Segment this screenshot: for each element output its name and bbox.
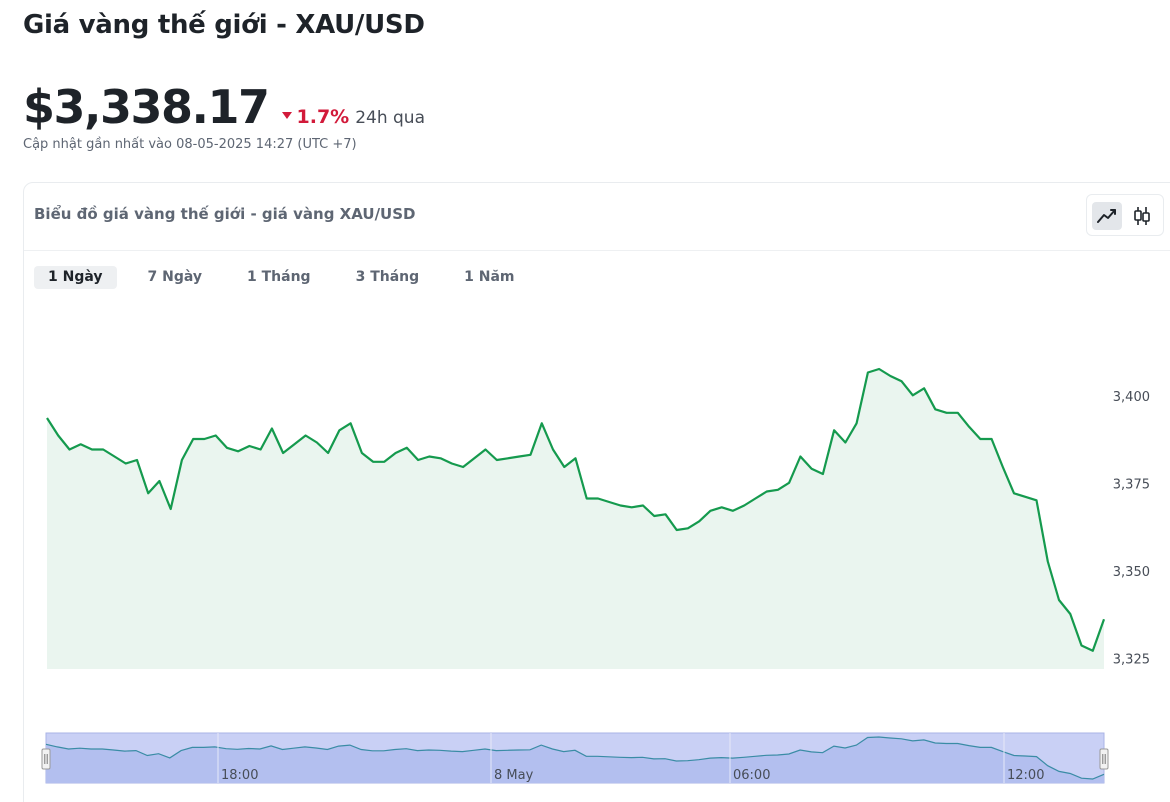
chart-type-toggle	[1086, 194, 1164, 236]
chart-title: Biểu đồ giá vàng thế giới - giá vàng XAU…	[34, 205, 416, 223]
price-change-period: 24h qua	[355, 108, 425, 128]
tab-3-months[interactable]: 3 Tháng	[355, 269, 420, 285]
y-tick-label: 3,400	[1113, 390, 1150, 405]
y-tick-label: 3,375	[1113, 478, 1150, 493]
tab-1-day[interactable]: 1 Ngày	[34, 266, 117, 289]
down-arrow-icon	[281, 112, 292, 119]
price-area	[47, 369, 1104, 669]
x-tick-label: 06:00	[733, 768, 770, 783]
candlestick-icon	[1134, 207, 1150, 225]
x-tick-label: 18:00	[221, 768, 258, 783]
tab-1-year[interactable]: 1 Năm	[464, 269, 515, 285]
main-chart-area	[46, 367, 1106, 669]
chart-card: Biểu đồ giá vàng thế giới - giá vàng XAU…	[23, 182, 1170, 802]
current-price: $3,338.17	[23, 80, 270, 134]
navigator-right-handle[interactable]	[1099, 748, 1109, 770]
line-chart-button[interactable]	[1092, 202, 1122, 230]
tab-7-days[interactable]: 7 Ngày	[147, 269, 203, 285]
tab-1-month[interactable]: 1 Tháng	[247, 269, 311, 285]
y-tick-label: 3,350	[1113, 565, 1150, 580]
navigator-line	[45, 736, 1105, 780]
y-axis: 3,325 3,350 3,375 3,400	[1113, 390, 1150, 668]
navigator-area	[46, 737, 1104, 783]
price-change-percent: 1.7%	[296, 106, 350, 128]
navigator-left-handle[interactable]	[41, 748, 51, 770]
card-divider	[24, 250, 1170, 251]
price-row: $3,338.17 1.7% 24h qua	[23, 80, 425, 134]
price-line	[46, 367, 1106, 652]
line-chart-icon	[1097, 209, 1116, 223]
last-updated: Cập nhật gần nhất vào 08-05-2025 14:27 (…	[23, 137, 357, 152]
candlestick-button[interactable]	[1127, 202, 1157, 230]
page-title: Giá vàng thế giới - XAU/USD	[23, 10, 425, 40]
x-tick-label: 8 May	[494, 768, 534, 783]
navigator[interactable]: 18:00 8 May 06:00 12:00	[41, 732, 1109, 784]
timeframe-tabs: 1 Ngày 7 Ngày 1 Tháng 3 Tháng 1 Năm	[34, 266, 546, 289]
x-tick-label: 12:00	[1007, 768, 1044, 783]
y-tick-label: 3,325	[1113, 653, 1150, 668]
